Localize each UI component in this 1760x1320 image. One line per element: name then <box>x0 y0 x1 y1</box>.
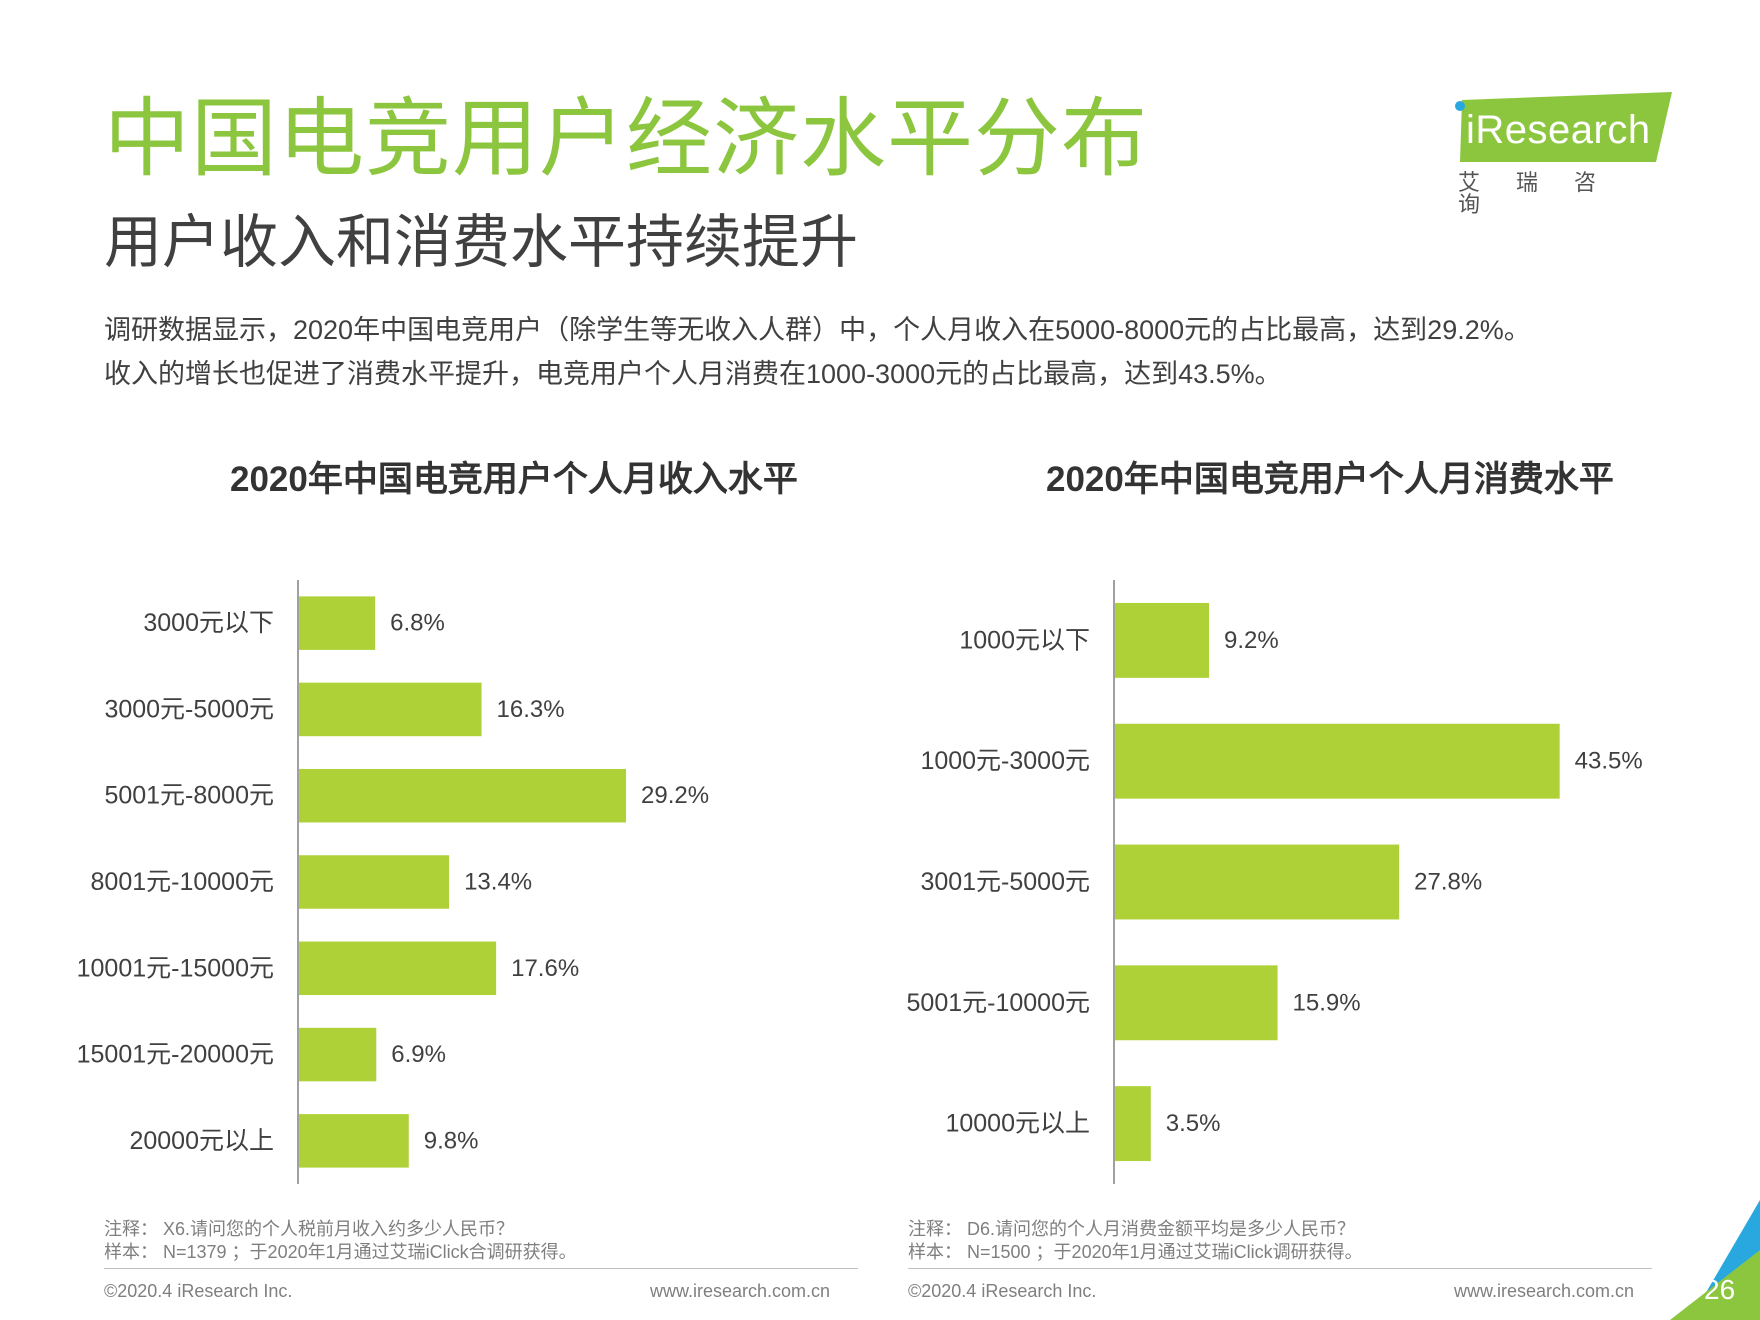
description-line-2: 收入的增长也促进了消费水平提升，电竞用户个人月消费在1000-3000元的占比最… <box>104 359 1282 389</box>
bar <box>299 941 497 996</box>
bar <box>1115 1086 1151 1162</box>
data-label: 43.5% <box>1575 748 1643 775</box>
data-label: 9.8% <box>424 1127 479 1154</box>
data-label: 6.9% <box>391 1041 446 1068</box>
category-label: 10000元以上 <box>945 1110 1090 1138</box>
footer-divider-right <box>908 1268 1652 1269</box>
category-label: 3001元-5000元 <box>920 868 1090 896</box>
category-label: 3000元以下 <box>143 609 274 637</box>
page-subtitle: 用户收入和消费水平持续提升 <box>104 210 859 275</box>
footer-copyright-right: ©2020.4 iResearch Inc. <box>908 1281 1097 1301</box>
category-label: 8001元-10000元 <box>91 868 274 896</box>
footer-copyright-left: ©2020.4 iResearch Inc. <box>104 1281 293 1301</box>
data-label: 16.3% <box>497 696 565 723</box>
bar <box>299 596 376 650</box>
corner-decoration <box>1670 1200 1760 1320</box>
data-label: 9.2% <box>1224 627 1279 654</box>
bar <box>1115 965 1278 1041</box>
bar <box>299 855 450 909</box>
data-label: 6.8% <box>390 610 445 637</box>
category-label: 10001元-15000元 <box>77 954 274 982</box>
bar <box>1115 844 1400 920</box>
income-chart-title: 2020年中国电竞用户个人月收入水平 <box>230 460 798 499</box>
footer-website-left: www.iresearch.com.cn <box>650 1281 831 1301</box>
footer-website-right: www.iresearch.com.cn <box>1454 1281 1635 1301</box>
description: 调研数据显示，2020年中国电竞用户（除学生等无收入人群）中，个人月收入在500… <box>104 308 1684 396</box>
category-label: 5001元-8000元 <box>104 782 274 810</box>
data-label: 27.8% <box>1414 869 1482 896</box>
category-label: 5001元-10000元 <box>907 989 1090 1017</box>
bar <box>299 1114 409 1168</box>
data-label: 13.4% <box>464 869 532 896</box>
data-label: 17.6% <box>511 955 579 982</box>
description-line-1: 调研数据显示，2020年中国电竞用户（除学生等无收入人群）中，个人月收入在500… <box>104 315 1531 345</box>
bar <box>299 1027 377 1082</box>
income-note-sample: 样本： N=1379 ；于2020年1月通过艾瑞iClick合调研获得。 <box>104 1242 577 1262</box>
iresearch-logo <box>1455 92 1672 162</box>
category-label: 20000元以上 <box>129 1127 274 1155</box>
spending-chart-title: 2020年中国电竞用户个人月消费水平 <box>1046 460 1614 499</box>
data-label: 3.5% <box>1166 1110 1221 1137</box>
category-label: 3000元-5000元 <box>104 695 274 723</box>
spending-note-question: 注释： D6.请问您的个人月消费金额平均是多少人民币？ <box>908 1219 1356 1239</box>
spending-note-sample: 样本： N=1500 ；于2020年1月通过艾瑞iClick调研获得。 <box>908 1242 1363 1262</box>
category-label: 15001元-20000元 <box>77 1041 274 1069</box>
income-note: 注释： X6.请问您的个人税前月收入约多少人民币？ 样本： N=1379 ；于2… <box>104 1218 577 1264</box>
bar <box>1115 602 1210 678</box>
bar <box>1115 723 1560 799</box>
income-chart: 3000元以下 6.8% 3000元-5000元 16.3% 5001元-8000元 29… <box>77 580 709 1184</box>
income-note-question: 注释： X6.请问您的个人税前月收入约多少人民币？ <box>104 1219 515 1239</box>
category-label: 1000元-3000元 <box>920 747 1090 775</box>
page-title: 中国电竞用户经济水平分布 <box>104 91 1148 187</box>
page-number: 26 <box>1704 1274 1736 1305</box>
bar <box>299 682 482 737</box>
data-label: 15.9% <box>1293 989 1361 1016</box>
data-label: 29.2% <box>641 782 709 809</box>
logo-text: iResearch <box>1466 108 1651 152</box>
category-label: 1000元以下 <box>959 626 1090 654</box>
spending-note: 注释： D6.请问您的个人月消费金额平均是多少人民币？ 样本： N=1500 ；… <box>908 1218 1363 1264</box>
footer-divider-left <box>104 1268 858 1269</box>
spending-chart: 1000元以下 9.2% 1000元-3000元 43.5% 3001元-5000元 27… <box>907 580 1643 1184</box>
bar <box>299 768 627 823</box>
logo-subtext: 艾瑞咨询 <box>1458 170 1633 217</box>
